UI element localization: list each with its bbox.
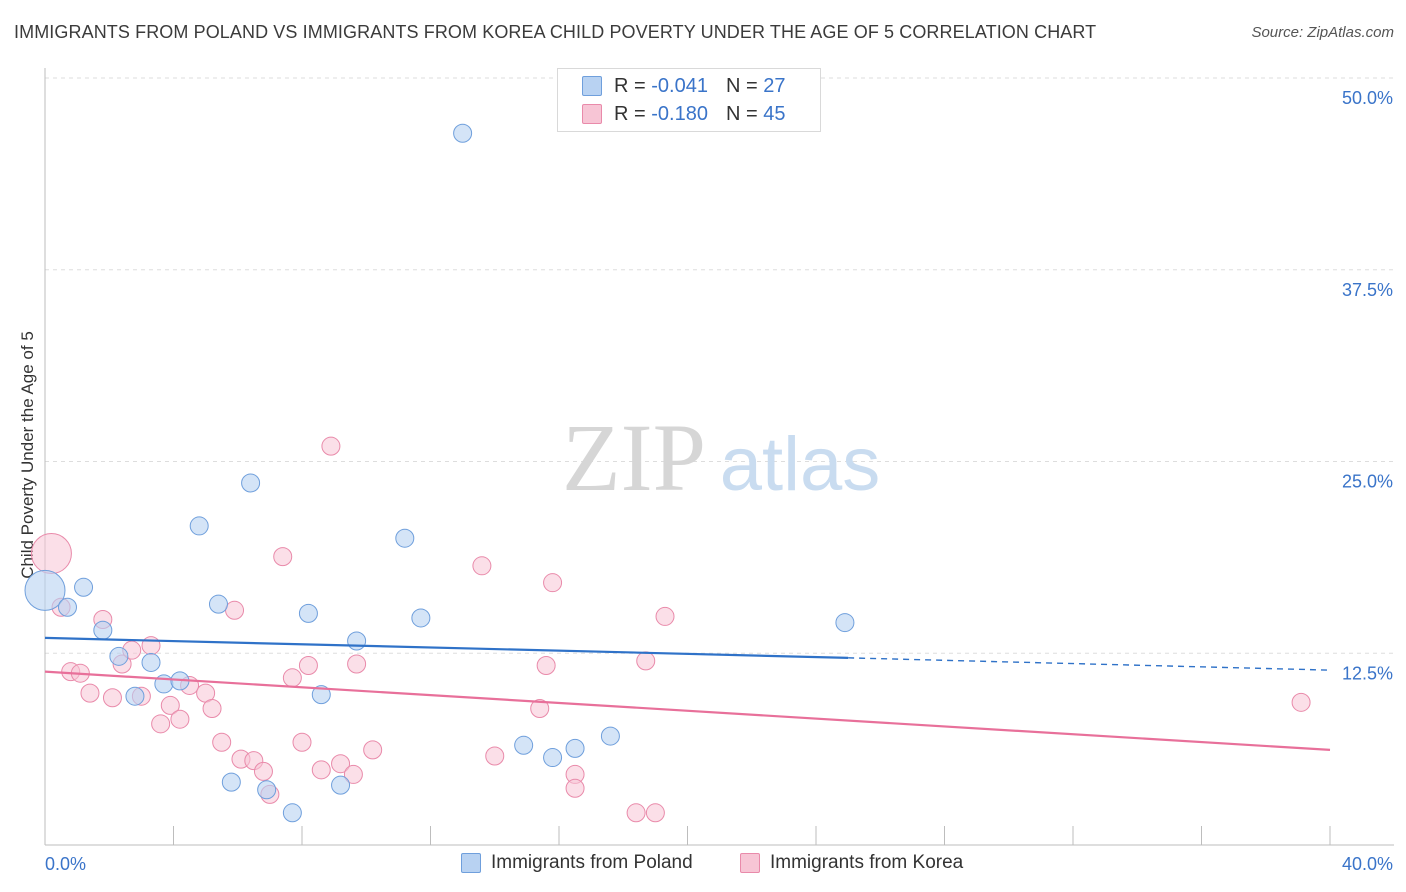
korea-point xyxy=(331,754,351,774)
poland-point xyxy=(514,735,534,755)
poland-point xyxy=(331,775,351,795)
korea-trend-line xyxy=(44,670,1331,751)
legend-row-korea: R = -0.180 N = 45 xyxy=(582,102,785,126)
bottom-poland-swatch xyxy=(461,853,481,873)
poland-point xyxy=(57,597,77,617)
poland-point xyxy=(411,608,431,628)
poland-point xyxy=(141,652,161,672)
bottom-korea-label: Immigrants from Korea xyxy=(770,852,964,873)
watermark-zip: ZIP xyxy=(562,404,706,511)
y-axis-label: Child Poverty Under the Age of 5 xyxy=(18,331,37,579)
korea-point xyxy=(536,656,556,676)
korea-point xyxy=(565,778,585,798)
chart-title: IMMIGRANTS FROM POLAND VS IMMIGRANTS FRO… xyxy=(14,22,1097,42)
poland-point xyxy=(600,726,620,746)
korea-point xyxy=(363,740,383,760)
grid-lines xyxy=(45,77,1394,654)
korea-point xyxy=(151,714,171,734)
bottom-legend-korea: Immigrants from Korea xyxy=(740,852,963,874)
tick-labels: 12.5% 25.0% 37.5% 50.0% 0.0% 40.0% xyxy=(45,88,1393,874)
korea-r-label: R = xyxy=(614,102,646,125)
x-tick-label-min: 0.0% xyxy=(45,854,86,874)
korea-point xyxy=(212,732,232,752)
korea-point xyxy=(30,533,72,575)
poland-point xyxy=(189,516,209,536)
poland-point xyxy=(125,686,145,706)
korea-point xyxy=(253,761,273,781)
poland-point xyxy=(395,528,415,548)
poland-point xyxy=(109,646,129,666)
y-tick-label: 12.5% xyxy=(1342,663,1393,683)
poland-point xyxy=(311,685,331,705)
bottom-poland-label: Immigrants from Poland xyxy=(491,852,693,873)
legend-box: R = -0.041 N = 27 R = -0.180 N = 45 xyxy=(557,68,821,132)
korea-point xyxy=(292,732,312,752)
korea-point xyxy=(543,573,563,593)
korea-point xyxy=(347,654,367,674)
poland-point xyxy=(835,613,855,633)
korea-point xyxy=(202,698,222,718)
poland-n-value: 27 xyxy=(763,74,786,97)
legend-row-poland: R = -0.041 N = 27 xyxy=(582,74,785,98)
korea-point xyxy=(343,764,363,784)
korea-r-value: -0.180 xyxy=(651,102,708,125)
korea-point xyxy=(472,556,492,576)
poland-point xyxy=(543,748,563,768)
korea-point xyxy=(102,688,122,708)
korea-points xyxy=(30,436,1311,823)
poland-points xyxy=(24,123,855,823)
korea-point xyxy=(321,436,341,456)
poland-point xyxy=(93,620,113,640)
poland-point xyxy=(74,577,94,597)
korea-point xyxy=(1291,692,1311,712)
x-tick-label-max: 40.0% xyxy=(1342,854,1393,874)
y-tick-label: 37.5% xyxy=(1342,280,1393,300)
poland-trend-line xyxy=(44,636,849,659)
axes xyxy=(44,68,1394,846)
korea-point xyxy=(160,695,180,715)
poland-point xyxy=(282,803,302,823)
y-tick-label: 50.0% xyxy=(1342,88,1393,108)
korea-point xyxy=(530,698,550,718)
korea-point xyxy=(225,600,245,620)
trend-lines xyxy=(44,636,1331,751)
korea-swatch xyxy=(582,104,602,124)
poland-point xyxy=(208,594,228,614)
poland-r-value: -0.041 xyxy=(651,74,708,97)
korea-point xyxy=(655,606,675,626)
poland-trend-extension xyxy=(848,657,1331,671)
poland-swatch xyxy=(582,76,602,96)
korea-n-value: 45 xyxy=(763,102,786,125)
korea-point xyxy=(626,803,646,823)
korea-point xyxy=(645,803,665,823)
poland-point xyxy=(453,123,473,143)
korea-point xyxy=(141,636,161,656)
watermark-atlas: atlas xyxy=(720,422,881,507)
korea-point xyxy=(282,668,302,688)
poland-point xyxy=(298,603,318,623)
poland-point xyxy=(241,473,261,493)
korea-point xyxy=(170,709,190,729)
poland-point xyxy=(24,569,66,611)
korea-point xyxy=(311,760,331,780)
poland-point xyxy=(221,772,241,792)
poland-n-label: N = xyxy=(725,74,758,97)
source-label: Source: ZipAtlas.com xyxy=(1251,24,1394,41)
korea-point xyxy=(636,651,656,671)
korea-n-label: N = xyxy=(725,102,758,125)
korea-point xyxy=(485,746,505,766)
bottom-legend-poland: Immigrants from Poland xyxy=(461,852,693,874)
poland-point xyxy=(347,631,367,651)
bottom-korea-swatch xyxy=(740,853,760,873)
korea-point xyxy=(273,547,293,567)
poland-r-label: R = xyxy=(614,74,646,97)
y-tick-label: 25.0% xyxy=(1342,472,1393,492)
poland-point xyxy=(565,738,585,758)
poland-point xyxy=(257,780,277,800)
korea-point xyxy=(80,683,100,703)
korea-point xyxy=(298,656,318,676)
